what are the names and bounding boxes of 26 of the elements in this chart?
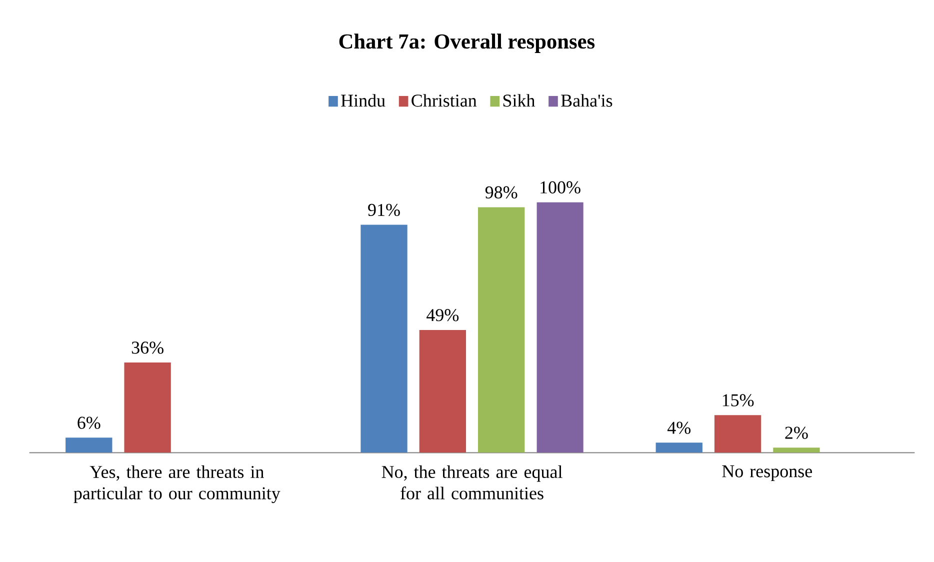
data-label: 36% [132,342,164,354]
data-label: 49% [426,309,459,322]
data-label: 4% [667,422,691,434]
bar [124,362,171,453]
data-label: 15% [722,394,754,406]
chart-title: Chart 7a: Overall responses [339,34,595,53]
data-label: 6% [78,416,100,429]
legend-label: Sikh [503,94,535,107]
bar [714,415,762,453]
bar [66,438,112,453]
bar [773,448,820,453]
bar [656,442,702,453]
legend-label: Christian [412,94,477,107]
legend-label: Hindu [341,94,386,107]
bar [478,207,525,453]
data-label: 2% [785,426,808,439]
data-label: 98% [485,186,518,199]
bar [536,202,584,453]
x-tick-label: Yes, there are threats in particular to our community [74,465,280,504]
x-tick-label: No response [722,465,812,481]
legend-label: Baha'is [561,94,612,107]
x-tick-label: No, the threats are equal for all communities [382,465,562,500]
bar [360,224,408,453]
data-label: 91% [368,204,400,216]
bar [419,330,466,453]
data-label: 100% [540,181,580,194]
